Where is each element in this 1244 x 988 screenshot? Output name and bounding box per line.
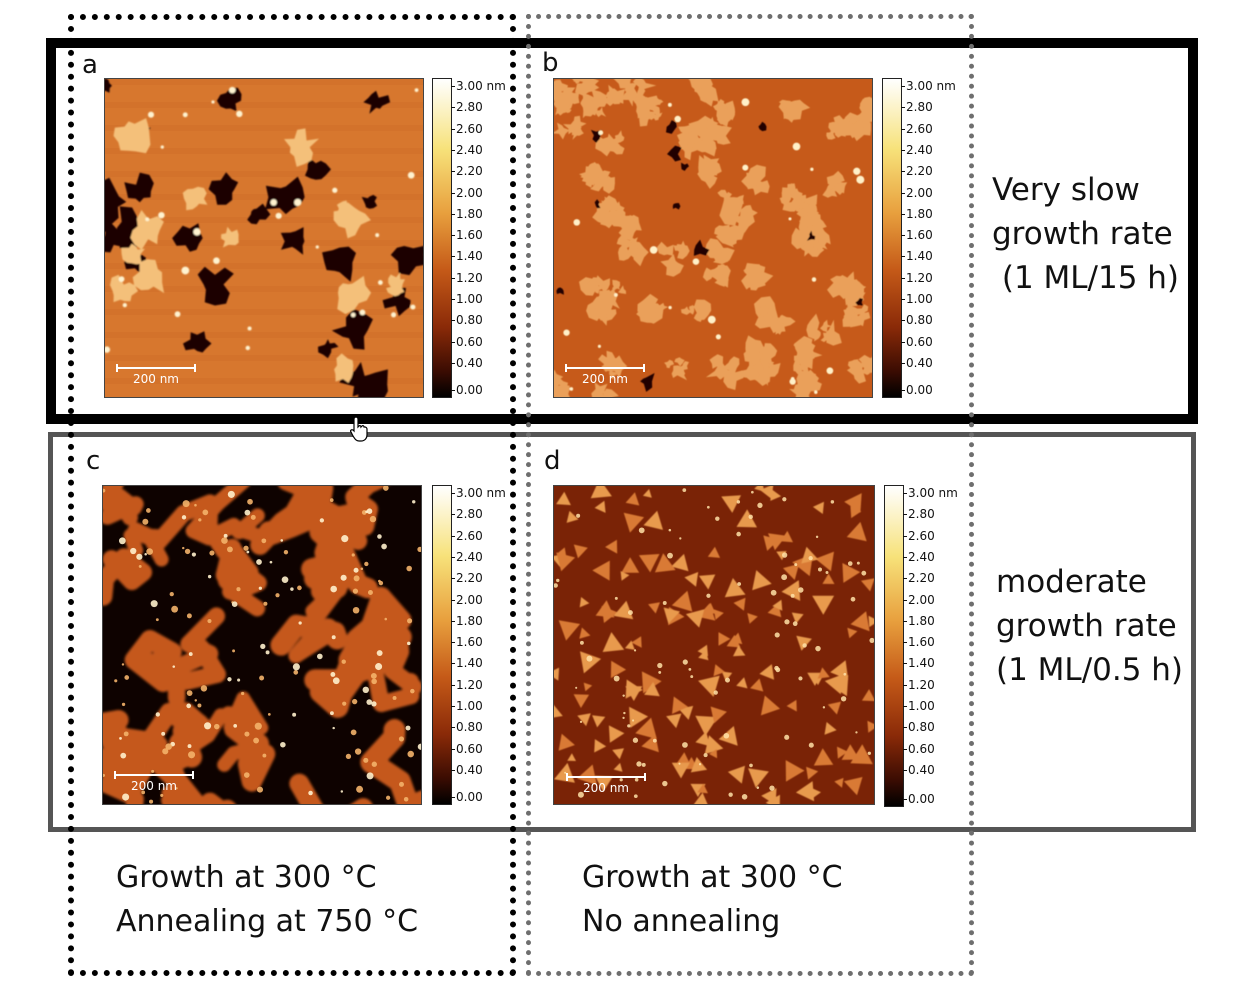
panel-letter-a: a — [82, 50, 98, 80]
colorbar-tick-label: 1.00 — [451, 292, 483, 306]
colorbar-tick-label: 0.00 — [901, 383, 933, 397]
colorbar-c — [432, 485, 452, 805]
colorbar-tick-label: 1.60 — [903, 635, 935, 650]
colorbar-tick-label: 2.60 — [903, 528, 935, 543]
column-label-line: Growth at 300 °C — [582, 860, 843, 895]
colorbar-tick-label: 1.00 — [901, 292, 933, 306]
colorbar-tick-label: 1.80 — [901, 206, 933, 221]
column-label-no-annealing: Growth at 300 °C No annealing — [582, 856, 843, 944]
row-label-moderate: moderate growth rate (1 ML/0.5 h) — [996, 560, 1183, 692]
colorbar-tick-label: 1.00 — [903, 699, 935, 713]
column-label-line: Growth at 300 °C — [116, 860, 377, 895]
colorbar-tick-label: 0.60 — [451, 741, 483, 756]
afm-image-a — [104, 78, 424, 398]
colorbar-tick-label: 1.40 — [451, 249, 483, 264]
row-label-line: (1 ML/0.5 h) — [996, 652, 1184, 688]
colorbar-tick-label: 2.20 — [903, 571, 935, 586]
colorbar-tick-label: 0.00 — [451, 790, 483, 804]
colorbar-tick-label: 2.60 — [901, 121, 933, 136]
row-label-line: (1 ML/15 h) — [992, 260, 1180, 296]
colorbar-tick-label: 1.40 — [903, 656, 935, 671]
colorbar-tick-label: 1.80 — [903, 613, 935, 628]
panel-letter-d: d — [544, 446, 561, 476]
colorbar-tick-label: 2.40 — [451, 142, 483, 157]
row-label-very-slow: Very slow growth rate (1 ML/15 h) — [992, 168, 1179, 300]
colorbar-tick-label: 2.40 — [901, 142, 933, 157]
colorbar-tick-label: 2.20 — [451, 571, 483, 586]
colorbar-tick-label: 0.40 — [901, 355, 933, 370]
colorbar-tick-label: 2.00 — [451, 592, 483, 607]
scale-bar-label: 200 nm — [581, 372, 628, 386]
colorbar-tick-label: 0.80 — [901, 313, 933, 328]
afm-image-b — [553, 78, 873, 398]
colorbar-tick-label: 2.00 — [901, 185, 933, 200]
scale-bar-label: 200 nm — [582, 781, 629, 795]
colorbar-tick-label: 3.00 nm — [903, 486, 958, 500]
colorbar-tick-label: 0.60 — [901, 334, 933, 349]
scale-bar-label: 200 nm — [130, 779, 177, 793]
colorbar-tick-label: 1.00 — [451, 699, 483, 713]
colorbar-tick-label: 1.20 — [901, 270, 933, 285]
colorbar-d — [884, 485, 904, 807]
scale-bar-c: 200 nm — [114, 771, 194, 796]
scale-bar-a: 200 nm — [116, 364, 196, 389]
colorbar-tick-label: 1.20 — [451, 270, 483, 285]
colorbar-tick-label: 0.40 — [451, 355, 483, 370]
annealed-column-frame — [68, 14, 516, 976]
row-label-line: moderate — [996, 564, 1147, 600]
colorbar-tick-label: 1.40 — [451, 656, 483, 671]
no-annealing-column-frame — [526, 14, 974, 976]
colorbar-tick-label: 1.40 — [901, 249, 933, 264]
colorbar-tick-label: 3.00 nm — [451, 79, 506, 93]
colorbar-tick-label: 0.00 — [451, 383, 483, 397]
colorbar-tick-label: 3.00 nm — [901, 79, 956, 93]
scale-bar-label: 200 nm — [132, 372, 179, 386]
column-label-line: No annealing — [582, 904, 781, 939]
colorbar-tick-label: 2.20 — [901, 164, 933, 179]
colorbar-tick-label: 0.80 — [451, 720, 483, 735]
scale-bar-d: 200 nm — [566, 773, 646, 798]
scale-bar-b: 200 nm — [565, 364, 645, 389]
colorbar-tick-label: 1.20 — [903, 677, 935, 692]
panel-letter-c: c — [86, 446, 101, 476]
colorbar-tick-label: 2.20 — [451, 164, 483, 179]
colorbar-tick-label: 0.80 — [903, 720, 935, 735]
colorbar-tick-label: 2.80 — [451, 100, 483, 115]
colorbar-tick-label: 0.40 — [903, 762, 935, 777]
colorbar-tick-label: 1.80 — [451, 613, 483, 628]
colorbar-tick-label: 0.80 — [451, 313, 483, 328]
row-label-line: growth rate — [996, 608, 1177, 644]
afm-image-c — [102, 485, 422, 805]
colorbar-a — [432, 78, 452, 398]
colorbar-tick-label: 2.80 — [451, 507, 483, 522]
colorbar-tick-label: 2.80 — [901, 100, 933, 115]
moderate-growth-frame — [48, 432, 1196, 832]
colorbar-tick-label: 2.60 — [451, 528, 483, 543]
row-label-line: growth rate — [992, 216, 1173, 252]
colorbar-tick-label: 0.60 — [903, 741, 935, 756]
very-slow-growth-frame — [46, 38, 1198, 424]
colorbar-tick-label: 1.60 — [451, 228, 483, 243]
column-label-annealed: Growth at 300 °C Annealing at 750 °C — [116, 856, 418, 944]
colorbar-tick-label: 2.00 — [903, 592, 935, 607]
afm-image-d — [553, 485, 875, 805]
colorbar-tick-label: 1.20 — [451, 677, 483, 692]
colorbar-tick-label: 2.00 — [451, 185, 483, 200]
colorbar-tick-label: 1.60 — [451, 635, 483, 650]
row-label-line: Very slow — [992, 172, 1140, 208]
colorbar-tick-label: 1.60 — [901, 228, 933, 243]
hand-cursor-icon — [350, 416, 368, 442]
panel-letter-b: b — [542, 48, 559, 78]
colorbar-tick-label: 2.60 — [451, 121, 483, 136]
colorbar-tick-label: 2.80 — [903, 507, 935, 522]
colorbar-tick-label: 1.80 — [451, 206, 483, 221]
colorbar-b — [882, 78, 902, 398]
column-label-line: Annealing at 750 °C — [116, 904, 419, 939]
colorbar-tick-label: 0.60 — [451, 334, 483, 349]
colorbar-tick-label: 2.40 — [903, 549, 935, 564]
colorbar-tick-label: 2.40 — [451, 549, 483, 564]
colorbar-tick-label: 3.00 nm — [451, 486, 506, 500]
colorbar-tick-label: 0.40 — [451, 762, 483, 777]
colorbar-tick-label: 0.00 — [903, 792, 935, 806]
